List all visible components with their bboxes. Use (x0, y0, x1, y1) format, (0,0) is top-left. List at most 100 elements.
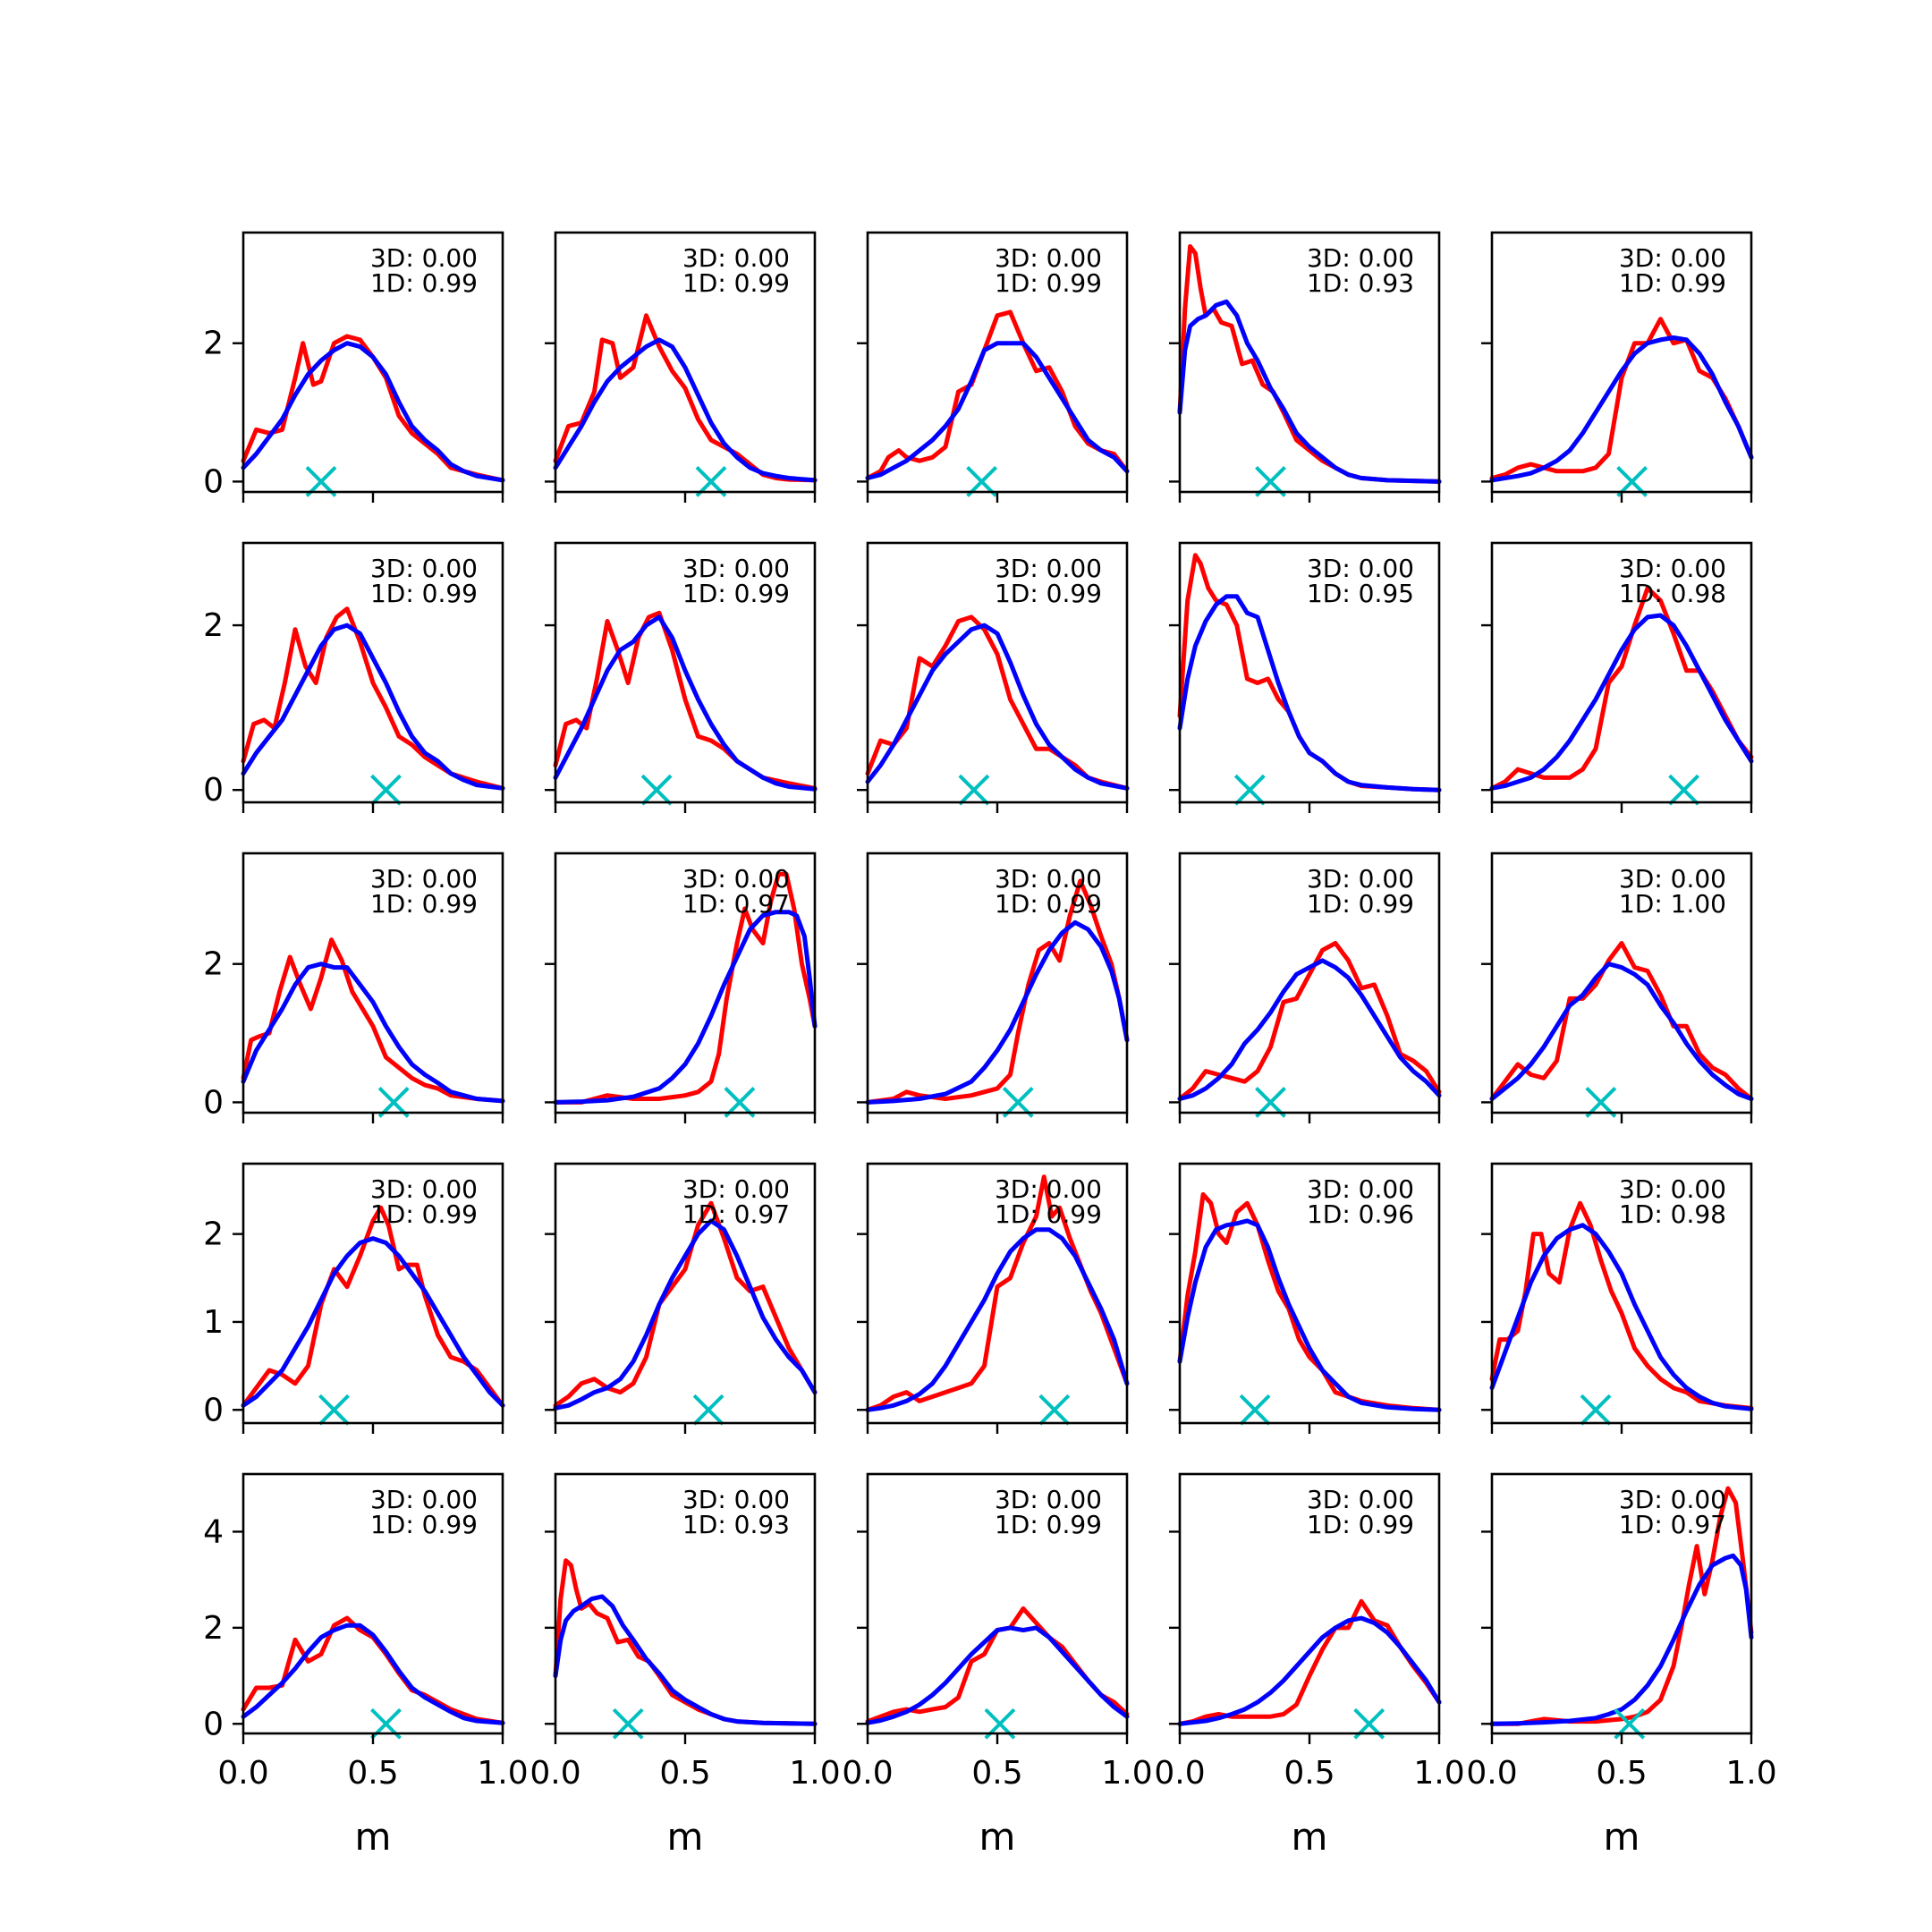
x-marker-stroke (1038, 1394, 1071, 1426)
blue-curve (1489, 962, 1754, 1101)
x-marker-stroke (640, 774, 673, 806)
blue-curve (241, 341, 505, 483)
annotation-text: 3D: 0.00 (1619, 1485, 1726, 1514)
red-curve (1177, 1598, 1442, 1726)
x-tick-label: 0.5 (1596, 1755, 1647, 1792)
annotation-text: 3D: 0.00 (1307, 243, 1414, 273)
x-marker-stroke (1580, 1394, 1612, 1426)
annotation-text: 3D: 0.00 (995, 1174, 1102, 1204)
x-tick-label: 1.0 (1725, 1755, 1776, 1792)
annotation-text: 1D: 0.96 (1307, 1199, 1414, 1229)
x-axis-label: m (1604, 1815, 1640, 1859)
blue-curve (865, 1625, 1130, 1725)
annotation-text: 1D: 0.99 (995, 1510, 1102, 1539)
annotation-text: 1D: 0.93 (682, 1510, 790, 1539)
x-tick-label: 1.0 (477, 1755, 528, 1792)
x-axis-label: m (1292, 1815, 1328, 1859)
annotation-text: 1D: 0.99 (995, 268, 1102, 298)
x-marker (640, 774, 673, 806)
annotation-text: 3D: 0.00 (1307, 1174, 1414, 1204)
annotation-text: 3D: 0.00 (682, 1174, 790, 1204)
blue-curve (1177, 1218, 1442, 1412)
y-tick-label: 0 (203, 1392, 224, 1428)
annotation-text: 1D: 0.98 (1619, 579, 1726, 608)
red-curve (865, 1606, 1130, 1724)
x-tick-label: 0.5 (659, 1755, 710, 1792)
blue-curve (865, 623, 1130, 791)
x-marker (1668, 774, 1700, 806)
annotation-text: 3D: 0.00 (1307, 1485, 1414, 1514)
annotation-text: 3D: 0.00 (370, 1485, 478, 1514)
annotation-text: 1D: 0.97 (682, 889, 790, 919)
annotation-text: 3D: 0.00 (1307, 554, 1414, 583)
blue-curve (553, 1594, 818, 1726)
blue-curve (241, 962, 505, 1104)
blue-curve (553, 614, 818, 792)
x-tick-label: 1.0 (1101, 1755, 1152, 1792)
annotation-text: 3D: 0.00 (370, 554, 478, 583)
x-marker-stroke (1239, 1394, 1271, 1426)
annotation-text: 1D: 0.99 (682, 579, 790, 608)
y-tick-label: 2 (203, 946, 224, 983)
annotation-text: 1D: 0.98 (1619, 1199, 1726, 1229)
y-tick-label: 0 (203, 772, 224, 809)
blue-curve (1177, 1615, 1442, 1726)
red-curve (241, 606, 505, 791)
y-tick-label: 2 (203, 1216, 224, 1253)
annotation-text: 1D: 0.97 (682, 1199, 790, 1229)
x-marker (1239, 1394, 1271, 1426)
red-curve (1489, 586, 1754, 791)
x-marker (318, 1394, 350, 1426)
annotation-text: 1D: 0.93 (1307, 268, 1414, 298)
x-marker-stroke (1233, 774, 1266, 806)
red-curve (241, 937, 505, 1104)
x-marker-stroke (958, 774, 990, 806)
annotation-text: 3D: 0.00 (1619, 243, 1726, 273)
x-tick-label: 0.0 (530, 1755, 580, 1792)
x-marker (958, 774, 990, 806)
annotation-text: 3D: 0.00 (682, 1485, 790, 1514)
x-marker-stroke (692, 1394, 724, 1426)
red-curve (241, 1205, 505, 1408)
blue-curve (865, 341, 1130, 480)
annotation-text: 1D: 0.99 (370, 1199, 478, 1229)
annotation-text: 1D: 0.95 (1307, 579, 1414, 608)
blue-curve (1489, 1223, 1754, 1411)
blue-curve (1489, 335, 1754, 483)
annotation-text: 3D: 0.00 (1619, 554, 1726, 583)
y-tick-label: 2 (203, 607, 224, 644)
annotation-text: 3D: 0.00 (995, 243, 1102, 273)
x-marker (1580, 1394, 1612, 1426)
x-marker-stroke (370, 774, 402, 806)
blue-curve (241, 623, 505, 791)
y-tick-label: 1 (203, 1304, 224, 1341)
annotation-text: 1D: 0.99 (682, 268, 790, 298)
annotation-text: 1D: 0.99 (1307, 889, 1414, 919)
blue-curve (1489, 1553, 1754, 1726)
x-marker (1233, 774, 1266, 806)
annotation-text: 1D: 0.99 (1307, 1510, 1414, 1539)
annotation-text: 3D: 0.00 (682, 864, 790, 894)
x-tick-label: 0.0 (217, 1755, 268, 1792)
x-marker (1038, 1394, 1071, 1426)
blue-curve (1489, 613, 1754, 791)
annotation-text: 1D: 0.99 (370, 268, 478, 298)
